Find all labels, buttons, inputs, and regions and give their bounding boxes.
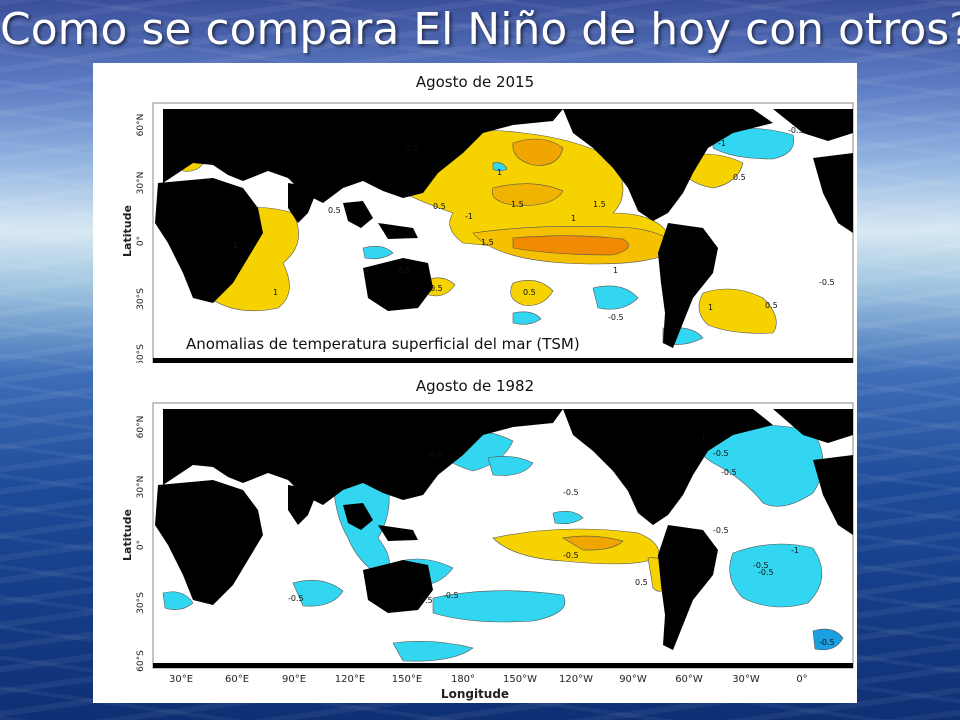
contour-label: -0.5: [427, 451, 443, 460]
lon-tick: 90°W: [619, 674, 647, 685]
lon-tick: 180°: [450, 674, 476, 685]
map-title-2015: Agosto de 2015: [415, 73, 535, 91]
lon-tick: 90°E: [281, 674, 307, 685]
contour-label: 1.5: [481, 238, 494, 247]
lat-tick-0: 0°: [136, 236, 146, 246]
map-panel-2015: Latitude 60°N 30°N 0° 30°S 60°S: [93, 63, 857, 363]
lat-tick-60s: 60°S: [136, 344, 146, 363]
contour-label: -0.5: [713, 449, 729, 458]
contour-label: 1: [571, 214, 576, 223]
contour-label: 1: [233, 241, 238, 250]
lat-tick-60s: 60°S: [136, 650, 146, 672]
contour-label: 1.5: [593, 200, 606, 209]
contour-label: 1: [273, 288, 278, 297]
contour-label: 0.5: [430, 284, 443, 293]
contour-label: 0.5: [635, 578, 648, 587]
contour-label: -0.5: [563, 488, 579, 497]
contour-label: -0.5: [608, 313, 624, 322]
contour-label: -0.5: [721, 468, 737, 477]
lon-tick: 150°E: [391, 674, 423, 685]
slide-title: Como se compara El Niño de hoy con otros…: [0, 4, 960, 55]
contour-label: -0.5: [788, 126, 804, 135]
contour-label: 0.5: [733, 173, 746, 182]
lon-tick: 30°E: [168, 674, 194, 685]
contour-label: 1.5: [511, 200, 524, 209]
contour-label: -1: [718, 139, 726, 148]
lon-tick: 120°W: [559, 674, 593, 685]
contour-label: -0.5: [713, 526, 729, 535]
sst-anomaly-figure: Agosto de 2015 Latitude 60°N 30°N 0° 30°…: [93, 63, 857, 703]
map-1982-svg: Latitude 60°N 30°N 0° 30°S 60°S: [121, 402, 854, 672]
lat-tick-30s: 30°S: [136, 288, 146, 310]
contour-label: -0.5: [417, 596, 433, 605]
contour-label: -1: [791, 546, 799, 555]
contour-label: 0.5: [398, 266, 411, 275]
contour-label: -0.5: [563, 551, 579, 560]
lon-tick: 60°E: [224, 674, 250, 685]
map-panel-1982: Latitude 60°N 30°N 0° 30°S 60°S: [93, 363, 857, 673]
contour-label: 0.5: [405, 144, 418, 153]
contour-label: -0.5: [819, 278, 835, 287]
contour-label: 0.5: [765, 301, 778, 310]
contour-label: -0.5: [288, 594, 304, 603]
contour-label: 0.5: [523, 288, 536, 297]
strong-warm-anomaly-regions: [213, 138, 629, 256]
map-2015-svg: Latitude 60°N 30°N 0° 30°S 60°S: [121, 102, 854, 363]
contour-label: -0.5: [819, 638, 835, 647]
longitude-axis-label: Longitude: [440, 687, 510, 701]
latitude-axis-label: Latitude: [121, 509, 134, 561]
contour-label: -1: [465, 212, 473, 221]
lon-tick: 150°W: [503, 674, 537, 685]
lat-tick-60n: 60°N: [136, 114, 146, 137]
longitude-ticks: 30°E 60°E 90°E 120°E 150°E 180° 150°W 12…: [93, 674, 857, 694]
contour-label: -1: [698, 434, 706, 443]
contour-label: -0.5: [753, 561, 769, 570]
contour-label: -0.5: [443, 591, 459, 600]
contour-label: 0.5: [433, 202, 446, 211]
contour-label: 1: [497, 168, 502, 177]
contour-label: 1: [613, 266, 618, 275]
contour-label: 0.5: [328, 206, 341, 215]
lat-tick-30n: 30°N: [136, 172, 146, 195]
contour-label: 1: [708, 303, 713, 312]
lat-tick-60n: 60°N: [136, 416, 146, 439]
contour-labels-1982: -0.5 -0.5 -0.5 -0.5 -0.5 -0.5 -1 -0.5 0.…: [288, 434, 835, 647]
latitude-axis-label: Latitude: [121, 205, 134, 257]
lat-tick-30s: 30°S: [136, 592, 146, 614]
lon-tick: 0°: [796, 674, 808, 685]
map-caption: Anomalias de temperatura superficial del…: [186, 335, 580, 353]
lon-tick: 60°W: [675, 674, 703, 685]
land-masses: [153, 409, 853, 668]
map-title-1982: Agosto de 1982: [415, 377, 535, 395]
land-masses: [153, 109, 853, 363]
lon-tick: 30°W: [732, 674, 760, 685]
contour-label: -0.5: [758, 568, 774, 577]
contour-labels-2015: 0.5 0.5 1 1.5 1.5 1 0.5 -1 1 0.5 1 1 1.5…: [233, 126, 835, 322]
lat-tick-0: 0°: [136, 540, 146, 550]
lat-tick-30n: 30°N: [136, 476, 146, 499]
lon-tick: 120°E: [334, 674, 366, 685]
